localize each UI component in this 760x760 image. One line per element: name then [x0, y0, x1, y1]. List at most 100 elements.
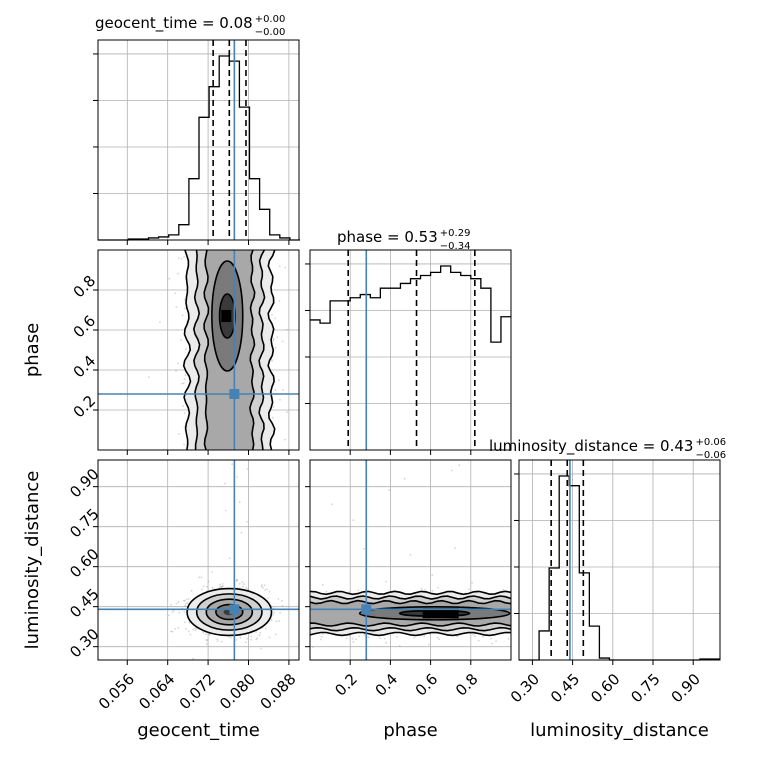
- x-tick-label-luminosity_distance: 0.60: [587, 670, 623, 706]
- y-tick-label-luminosity_distance: 0.75: [66, 505, 102, 541]
- sample-point: [357, 589, 360, 591]
- sample-point: [495, 640, 497, 642]
- title-phase: phase = 0.53 +0.29 −0.34: [337, 228, 470, 252]
- sample-point: [450, 469, 453, 472]
- sample-point: [260, 585, 263, 588]
- sample-point: [247, 588, 249, 591]
- sample-point: [170, 630, 172, 633]
- sample-point: [379, 637, 382, 640]
- sample-point: [211, 586, 214, 589]
- sample-point: [183, 599, 185, 602]
- sample-point: [423, 635, 426, 638]
- sample-point: [388, 489, 391, 491]
- sample-point: [286, 411, 288, 413]
- sample-point: [477, 639, 480, 642]
- histogram-phase: [310, 265, 511, 343]
- hist-frame-luminosity_distance: [518, 459, 721, 661]
- hist-frame-phase: [309, 249, 512, 451]
- truth-marker: [229, 389, 240, 399]
- sample-point: [220, 640, 223, 643]
- sample-point: [175, 370, 177, 372]
- sample-point: [206, 639, 208, 642]
- sample-point: [284, 438, 286, 441]
- sample-point: [281, 600, 283, 602]
- sample-point: [177, 433, 180, 435]
- sample-point: [175, 306, 178, 308]
- sample-point: [272, 339, 275, 342]
- sample-point: [264, 627, 267, 630]
- sample-point: [250, 638, 253, 641]
- sample-point: [471, 581, 473, 584]
- y-tick-label-luminosity_distance: 0.90: [66, 465, 102, 501]
- sample-point: [321, 633, 324, 635]
- sample-point: [224, 482, 227, 485]
- sample-point: [185, 603, 187, 605]
- sample-point: [263, 584, 266, 587]
- sample-point: [238, 582, 241, 585]
- sample-point: [245, 586, 248, 589]
- panel-content: [98, 250, 299, 450]
- sample-point: [278, 379, 280, 382]
- x-tick-label-phase: 0.6: [412, 670, 442, 700]
- sample-point: [205, 633, 207, 635]
- sample-point: [183, 425, 186, 428]
- sample-point: [175, 602, 178, 605]
- sample-point: [437, 586, 439, 589]
- title-sub-geocent_time: −0.00: [255, 27, 286, 38]
- sample-point: [363, 547, 365, 550]
- sample-point: [279, 399, 281, 401]
- sample-point: [207, 580, 210, 583]
- x-tick-label-geocent_time: 0.056: [95, 670, 138, 713]
- x-axis-label-phase: phase: [383, 720, 437, 741]
- sample-point: [187, 598, 190, 600]
- sample-point: [284, 266, 287, 269]
- sample-point: [467, 588, 470, 590]
- sample-point: [188, 621, 191, 624]
- sample-point: [312, 646, 314, 648]
- sample-point: [181, 314, 184, 317]
- sample-point: [235, 579, 238, 582]
- title-main-geocent_time: geocent_time = 0.08: [95, 14, 253, 33]
- sample-point: [171, 611, 174, 613]
- x-tick-label-phase: 0.2: [331, 670, 361, 700]
- sample-point: [454, 547, 457, 550]
- sample-point: [438, 638, 440, 641]
- sample-point: [279, 611, 281, 614]
- sample-point: [264, 589, 266, 591]
- sample-point: [282, 389, 284, 391]
- sample-point: [384, 637, 386, 640]
- panel-luminosity_distance-vs-phase: [305, 460, 511, 665]
- sample-point: [181, 382, 184, 385]
- hist-frame-geocent_time: [97, 39, 300, 241]
- sample-point: [276, 336, 279, 339]
- title-luminosity_distance: luminosity_distance = 0.43 +0.06 −0.06: [489, 437, 726, 461]
- sample-point: [177, 272, 179, 275]
- x-tick-label-geocent_time: 0.064: [135, 670, 178, 713]
- sample-point: [206, 585, 208, 588]
- sample-point: [436, 636, 439, 639]
- panel-luminosity_distance-vs-geocent_time: [93, 460, 299, 665]
- sample-point: [194, 629, 197, 632]
- sample-point: [183, 378, 186, 381]
- sample-point: [266, 588, 269, 591]
- sample-point: [242, 585, 244, 588]
- sample-point: [202, 585, 205, 588]
- sample-point: [205, 643, 208, 645]
- sample-point: [218, 586, 221, 589]
- sample-point: [502, 589, 505, 591]
- panel-layer: [93, 39, 721, 665]
- sample-point: [358, 635, 360, 638]
- sample-point: [168, 614, 170, 617]
- sample-point: [272, 614, 274, 616]
- sample-point: [178, 257, 180, 259]
- sample-point: [221, 583, 224, 585]
- sample-point: [262, 586, 264, 589]
- sample-point: [277, 598, 280, 600]
- x-tick-label-luminosity_distance: 0.45: [547, 670, 583, 706]
- sample-point: [236, 476, 239, 478]
- sample-point: [185, 628, 187, 630]
- sample-point: [183, 298, 186, 301]
- panel-phase-vs-geocent_time: [93, 250, 299, 455]
- sample-point: [256, 637, 259, 640]
- sample-point: [271, 360, 273, 362]
